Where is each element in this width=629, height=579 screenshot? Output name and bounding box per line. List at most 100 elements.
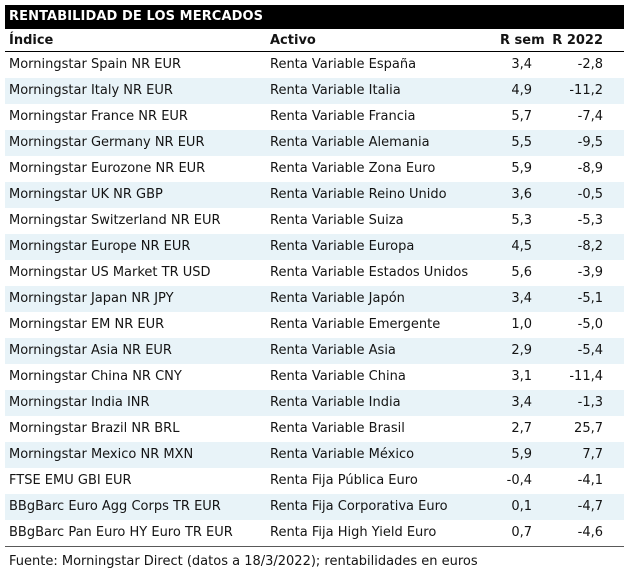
- cell-r-sem: 5,5: [511, 135, 532, 150]
- cell-activo: Renta Variable México: [270, 447, 415, 462]
- column-header-activo: Activo: [270, 33, 316, 48]
- table-row: Morningstar France NR EUR Renta Variable…: [5, 104, 624, 130]
- table-row: BBgBarc Euro Agg Corps TR EUR Renta Fija…: [5, 494, 624, 520]
- cell-activo: Renta Variable Estados Unidos: [270, 265, 469, 280]
- cell-r-sem: 5,9: [511, 447, 532, 462]
- cell-activo: Renta Variable Zona Euro: [270, 161, 436, 176]
- cell-r-2022: -4,7: [577, 499, 603, 514]
- table-row: BBgBarc Pan Euro HY Euro TR EUR Renta Fi…: [5, 520, 624, 546]
- cell-indice: BBgBarc Euro Agg Corps TR EUR: [9, 499, 221, 514]
- cell-activo: Renta Variable Europa: [270, 239, 415, 254]
- cell-r-2022: -2,8: [577, 57, 603, 72]
- cell-indice: Morningstar US Market TR USD: [9, 265, 211, 280]
- cell-r-sem: 5,6: [511, 265, 532, 280]
- cell-activo: Renta Variable Francia: [270, 109, 416, 124]
- table-container: RENTABILIDAD DE LOS MERCADOS Índice Acti…: [5, 5, 624, 569]
- cell-activo: Renta Fija High Yield Euro: [270, 525, 437, 540]
- cell-indice: Morningstar UK NR GBP: [9, 187, 163, 202]
- cell-r-2022: 25,7: [574, 421, 603, 436]
- cell-r-sem: 2,9: [511, 343, 532, 358]
- table-title-bar: RENTABILIDAD DE LOS MERCADOS: [5, 5, 624, 29]
- table-row: Morningstar India INR Renta Variable Ind…: [5, 390, 624, 416]
- cell-indice: Morningstar Japan NR JPY: [9, 291, 174, 306]
- table-row: Morningstar Switzerland NR EUR Renta Var…: [5, 208, 624, 234]
- cell-activo: Renta Variable Reino Unido: [270, 187, 447, 202]
- cell-r-sem: 3,1: [511, 369, 532, 384]
- cell-r-2022: -3,9: [577, 265, 603, 280]
- column-header-row: Índice Activo R sem R 2022: [5, 29, 624, 52]
- cell-r-sem: -0,4: [506, 473, 532, 488]
- table-row: Morningstar EM NR EUR Renta Variable Eme…: [5, 312, 624, 338]
- cell-r-2022: -5,4: [577, 343, 603, 358]
- table-row: Morningstar Eurozone NR EUR Renta Variab…: [5, 156, 624, 182]
- cell-activo: Renta Variable Alemania: [270, 135, 430, 150]
- cell-activo: Renta Variable Asia: [270, 343, 396, 358]
- cell-indice: Morningstar Spain NR EUR: [9, 57, 182, 72]
- cell-indice: Morningstar Brazil NR BRL: [9, 421, 180, 436]
- table-row: Morningstar Asia NR EUR Renta Variable A…: [5, 338, 624, 364]
- table-row: Morningstar Germany NR EUR Renta Variabl…: [5, 130, 624, 156]
- cell-indice: Morningstar Asia NR EUR: [9, 343, 172, 358]
- cell-r-2022: -4,6: [577, 525, 603, 540]
- cell-r-sem: 3,4: [511, 57, 532, 72]
- cell-indice: Morningstar Italy NR EUR: [9, 83, 173, 98]
- cell-r-2022: -11,4: [569, 369, 603, 384]
- table-row: Morningstar US Market TR USD Renta Varia…: [5, 260, 624, 286]
- cell-indice: FTSE EMU GBI EUR: [9, 473, 132, 488]
- cell-indice: Morningstar Mexico NR MXN: [9, 447, 194, 462]
- cell-r-2022: -11,2: [569, 83, 603, 98]
- cell-indice: Morningstar Germany NR EUR: [9, 135, 205, 150]
- cell-r-2022: 7,7: [582, 447, 603, 462]
- table-row: Morningstar Brazil NR BRL Renta Variable…: [5, 416, 624, 442]
- column-header-r-sem: R sem: [500, 33, 545, 48]
- cell-r-2022: -5,3: [577, 213, 603, 228]
- cell-r-2022: -7,4: [577, 109, 603, 124]
- cell-activo: Renta Variable España: [270, 57, 417, 72]
- cell-activo: Renta Variable China: [270, 369, 406, 384]
- cell-activo: Renta Variable Suiza: [270, 213, 404, 228]
- cell-r-sem: 0,7: [511, 525, 532, 540]
- cell-activo: Renta Variable Japón: [270, 291, 405, 306]
- cell-activo: Renta Fija Pública Euro: [270, 473, 418, 488]
- cell-r-2022: -0,5: [577, 187, 603, 202]
- cell-r-sem: 3,4: [511, 395, 532, 410]
- table-row: Morningstar Italy NR EUR Renta Variable …: [5, 78, 624, 104]
- cell-indice: Morningstar Switzerland NR EUR: [9, 213, 221, 228]
- cell-indice: Morningstar Europe NR EUR: [9, 239, 191, 254]
- cell-r-sem: 3,6: [511, 187, 532, 202]
- cell-r-2022: -8,9: [577, 161, 603, 176]
- cell-r-2022: -9,5: [577, 135, 603, 150]
- source-note: Fuente: Morningstar Direct (datos a 18/3…: [5, 546, 624, 569]
- table-row: Morningstar Japan NR JPY Renta Variable …: [5, 286, 624, 312]
- cell-r-sem: 4,9: [511, 83, 532, 98]
- cell-r-sem: 5,7: [511, 109, 532, 124]
- table-row: FTSE EMU GBI EUR Renta Fija Pública Euro…: [5, 468, 624, 494]
- cell-indice: Morningstar India INR: [9, 395, 150, 410]
- cell-r-2022: -5,0: [577, 317, 603, 332]
- cell-activo: Renta Variable Italia: [270, 83, 401, 98]
- cell-activo: Renta Variable Brasil: [270, 421, 405, 436]
- column-header-r-2022: R 2022: [552, 33, 603, 48]
- table-row: Morningstar China NR CNY Renta Variable …: [5, 364, 624, 390]
- cell-r-2022: -5,1: [577, 291, 603, 306]
- cell-r-sem: 2,7: [511, 421, 532, 436]
- cell-r-2022: -4,1: [577, 473, 603, 488]
- table-row: Morningstar Europe NR EUR Renta Variable…: [5, 234, 624, 260]
- cell-indice: Morningstar EM NR EUR: [9, 317, 165, 332]
- cell-r-sem: 5,3: [511, 213, 532, 228]
- cell-activo: Renta Variable India: [270, 395, 401, 410]
- cell-indice: Morningstar France NR EUR: [9, 109, 188, 124]
- cell-r-sem: 0,1: [511, 499, 532, 514]
- cell-activo: Renta Fija Corporativa Euro: [270, 499, 448, 514]
- cell-indice: Morningstar Eurozone NR EUR: [9, 161, 206, 176]
- cell-r-2022: -8,2: [577, 239, 603, 254]
- cell-r-sem: 1,0: [511, 317, 532, 332]
- table-body: Morningstar Spain NR EUR Renta Variable …: [5, 52, 624, 546]
- column-header-indice: Índice: [9, 33, 54, 48]
- cell-r-sem: 5,9: [511, 161, 532, 176]
- table-row: Morningstar Spain NR EUR Renta Variable …: [5, 52, 624, 78]
- table-row: Morningstar Mexico NR MXN Renta Variable…: [5, 442, 624, 468]
- cell-indice: BBgBarc Pan Euro HY Euro TR EUR: [9, 525, 233, 540]
- cell-indice: Morningstar China NR CNY: [9, 369, 182, 384]
